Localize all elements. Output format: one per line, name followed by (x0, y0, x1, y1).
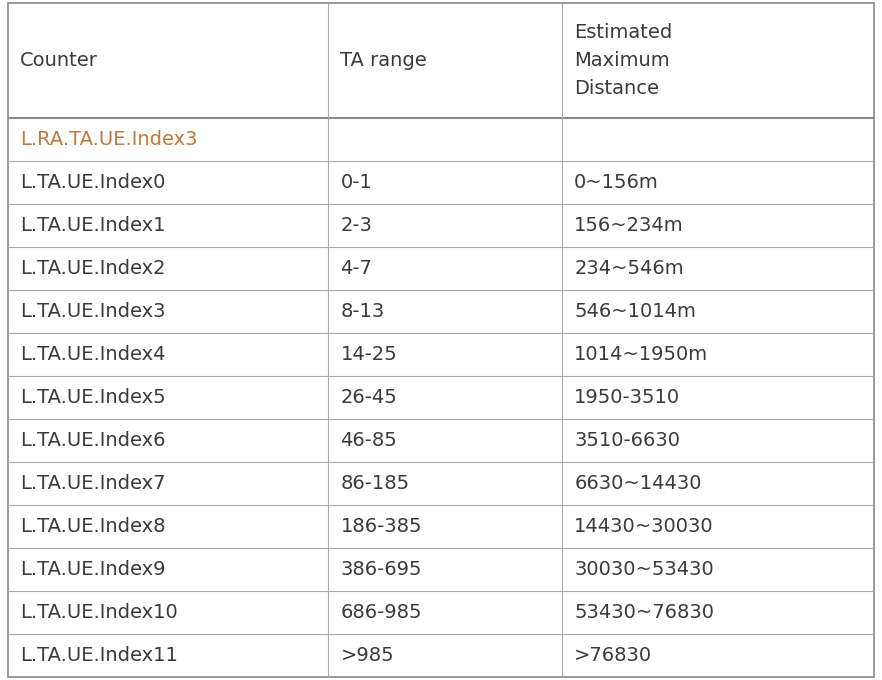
Text: L.TA.UE.Index8: L.TA.UE.Index8 (20, 517, 166, 536)
Text: 6630~14430: 6630~14430 (574, 474, 702, 493)
Text: L.TA.UE.Index5: L.TA.UE.Index5 (20, 388, 166, 407)
Text: 546~1014m: 546~1014m (574, 302, 696, 321)
Text: 26-45: 26-45 (340, 388, 397, 407)
Text: 46-85: 46-85 (340, 431, 397, 450)
Text: L.TA.UE.Index10: L.TA.UE.Index10 (20, 603, 178, 622)
Text: >985: >985 (340, 646, 394, 665)
Text: 0~156m: 0~156m (574, 173, 659, 192)
Text: Counter: Counter (20, 51, 98, 70)
Text: L.TA.UE.Index4: L.TA.UE.Index4 (20, 345, 166, 364)
Text: L.TA.UE.Index3: L.TA.UE.Index3 (20, 302, 166, 321)
Text: 4-7: 4-7 (340, 259, 372, 278)
Text: 686-985: 686-985 (340, 603, 422, 622)
Text: 0-1: 0-1 (340, 173, 372, 192)
Text: 86-185: 86-185 (340, 474, 409, 493)
Text: TA range: TA range (340, 51, 427, 70)
Text: 14-25: 14-25 (340, 345, 397, 364)
Text: 14430~30030: 14430~30030 (574, 517, 714, 536)
Text: L.TA.UE.Index6: L.TA.UE.Index6 (20, 431, 166, 450)
Text: L.RA.TA.UE.Index3: L.RA.TA.UE.Index3 (20, 130, 198, 149)
Text: >76830: >76830 (574, 646, 653, 665)
Text: 156~234m: 156~234m (574, 216, 684, 235)
Text: 1014~1950m: 1014~1950m (574, 345, 708, 364)
Text: L.TA.UE.Index7: L.TA.UE.Index7 (20, 474, 166, 493)
Text: 386-695: 386-695 (340, 560, 422, 579)
Text: L.TA.UE.Index0: L.TA.UE.Index0 (20, 173, 166, 192)
Text: 2-3: 2-3 (340, 216, 372, 235)
Text: 186-385: 186-385 (340, 517, 422, 536)
Text: Estimated
Maximum
Distance: Estimated Maximum Distance (574, 23, 672, 98)
Text: 53430~76830: 53430~76830 (574, 603, 714, 622)
Text: 1950-3510: 1950-3510 (574, 388, 680, 407)
Text: 30030~53430: 30030~53430 (574, 560, 714, 579)
Text: L.TA.UE.Index9: L.TA.UE.Index9 (20, 560, 166, 579)
Text: L.TA.UE.Index2: L.TA.UE.Index2 (20, 259, 166, 278)
Text: 234~546m: 234~546m (574, 259, 684, 278)
Text: 8-13: 8-13 (340, 302, 385, 321)
Text: 3510-6630: 3510-6630 (574, 431, 680, 450)
Text: L.TA.UE.Index11: L.TA.UE.Index11 (20, 646, 178, 665)
Text: L.TA.UE.Index1: L.TA.UE.Index1 (20, 216, 166, 235)
